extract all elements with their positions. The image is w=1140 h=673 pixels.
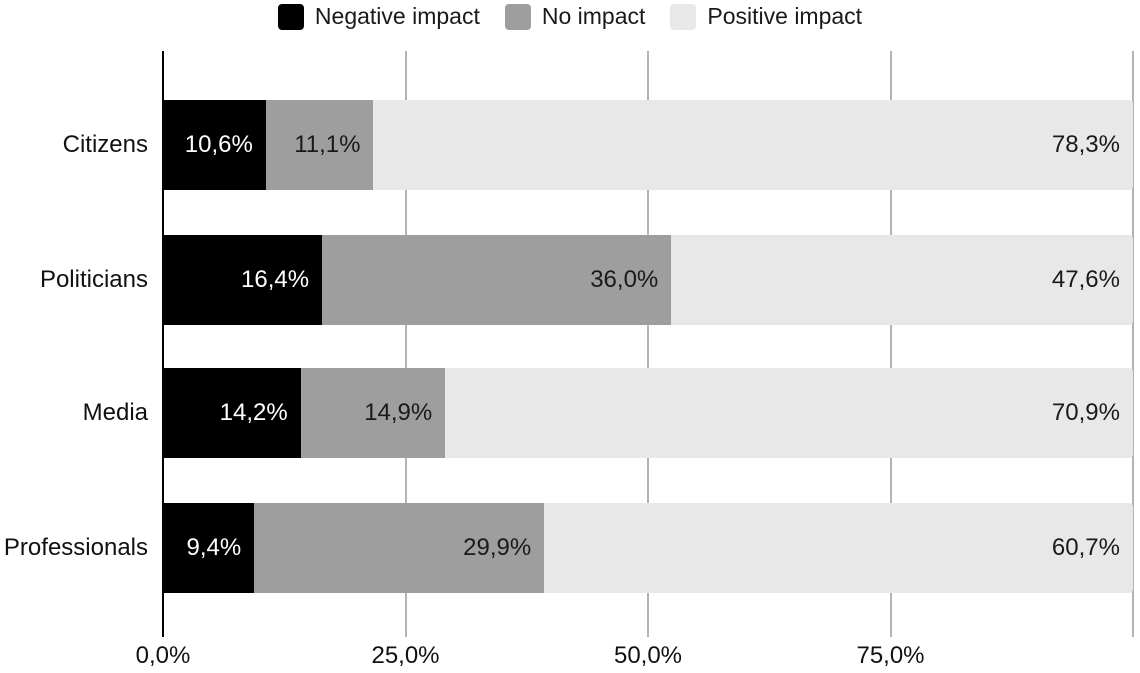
legend-swatch-icon (670, 3, 697, 30)
data-label: 60,7% (1051, 534, 1120, 561)
y-axis-line (162, 51, 164, 637)
legend-label: Negative impact (314, 3, 480, 29)
data-label: 78,3% (1051, 131, 1120, 158)
legend-swatch-icon (504, 3, 531, 30)
bar-segment: 29,9% (254, 503, 545, 593)
data-label: 9,4% (186, 534, 242, 561)
legend-label: No impact (541, 3, 646, 29)
data-label: 11,1% (294, 131, 361, 158)
bar-segment: 11,1% (265, 100, 374, 190)
gridline (647, 51, 649, 637)
bar-segment: 14,2% (163, 368, 301, 458)
bar-segment: 36,0% (322, 235, 672, 325)
gridline (889, 51, 892, 637)
x-axis-labels: 0,0% 25,0% 50,0% 75,0% (136, 642, 1133, 672)
bar-segment: 70,9% (445, 368, 1133, 458)
data-label: 47,6% (1051, 266, 1120, 293)
legend-swatch-icon (277, 3, 304, 30)
data-label: 10,6% (184, 131, 253, 158)
legend-label: Positive impact (707, 3, 863, 29)
legend-item: Positive impact (670, 3, 862, 30)
x-tick-label: 50,0% (613, 642, 683, 669)
data-label: 16,4% (241, 266, 310, 293)
bar-segment: 78,3% (373, 100, 1133, 190)
category-label: Politicians (39, 266, 148, 293)
category-label: Citizens (62, 131, 148, 158)
data-label: 14,9% (364, 399, 433, 426)
data-label: 36,0% (590, 266, 659, 293)
bar-segment: 10,6% (163, 100, 266, 190)
chart-legend: Negative impact No impact Positive impact (0, 3, 1140, 30)
bar-row: 9,4% 29,9% 60,7% (163, 503, 1133, 593)
bar-segment: 60,7% (544, 503, 1133, 593)
x-tick-label: 25,0% (371, 642, 440, 669)
gridline (1132, 51, 1134, 637)
category-label: Professionals (3, 534, 148, 561)
bar-segment: 9,4% (163, 503, 255, 593)
data-label: 70,9% (1051, 399, 1120, 426)
bar-segment: 14,9% (300, 368, 446, 458)
bar-segment: 16,4% (163, 235, 323, 325)
bar-row: 14,2% 14,9% 70,9% (163, 368, 1133, 458)
data-label: 14,2% (219, 399, 288, 426)
x-tick-label: 0,0% (135, 642, 191, 669)
bar-row: 10,6% 11,1% 78,3% (163, 100, 1133, 190)
bar-row: 16,4% 36,0% 47,6% (163, 235, 1133, 325)
bar-segment: 47,6% (671, 235, 1133, 325)
gridline (404, 51, 407, 637)
category-label: Media (82, 399, 148, 426)
x-tick-label: 75,0% (856, 642, 925, 669)
plot-area: 10,6% 11,1% 78,3% 16,4% 36,0% 47,6% 14,2% 14,9%… (163, 51, 1134, 637)
data-label: 29,9% (463, 534, 532, 561)
legend-item: Negative impact (277, 3, 480, 30)
legend-item: No impact (504, 3, 646, 30)
